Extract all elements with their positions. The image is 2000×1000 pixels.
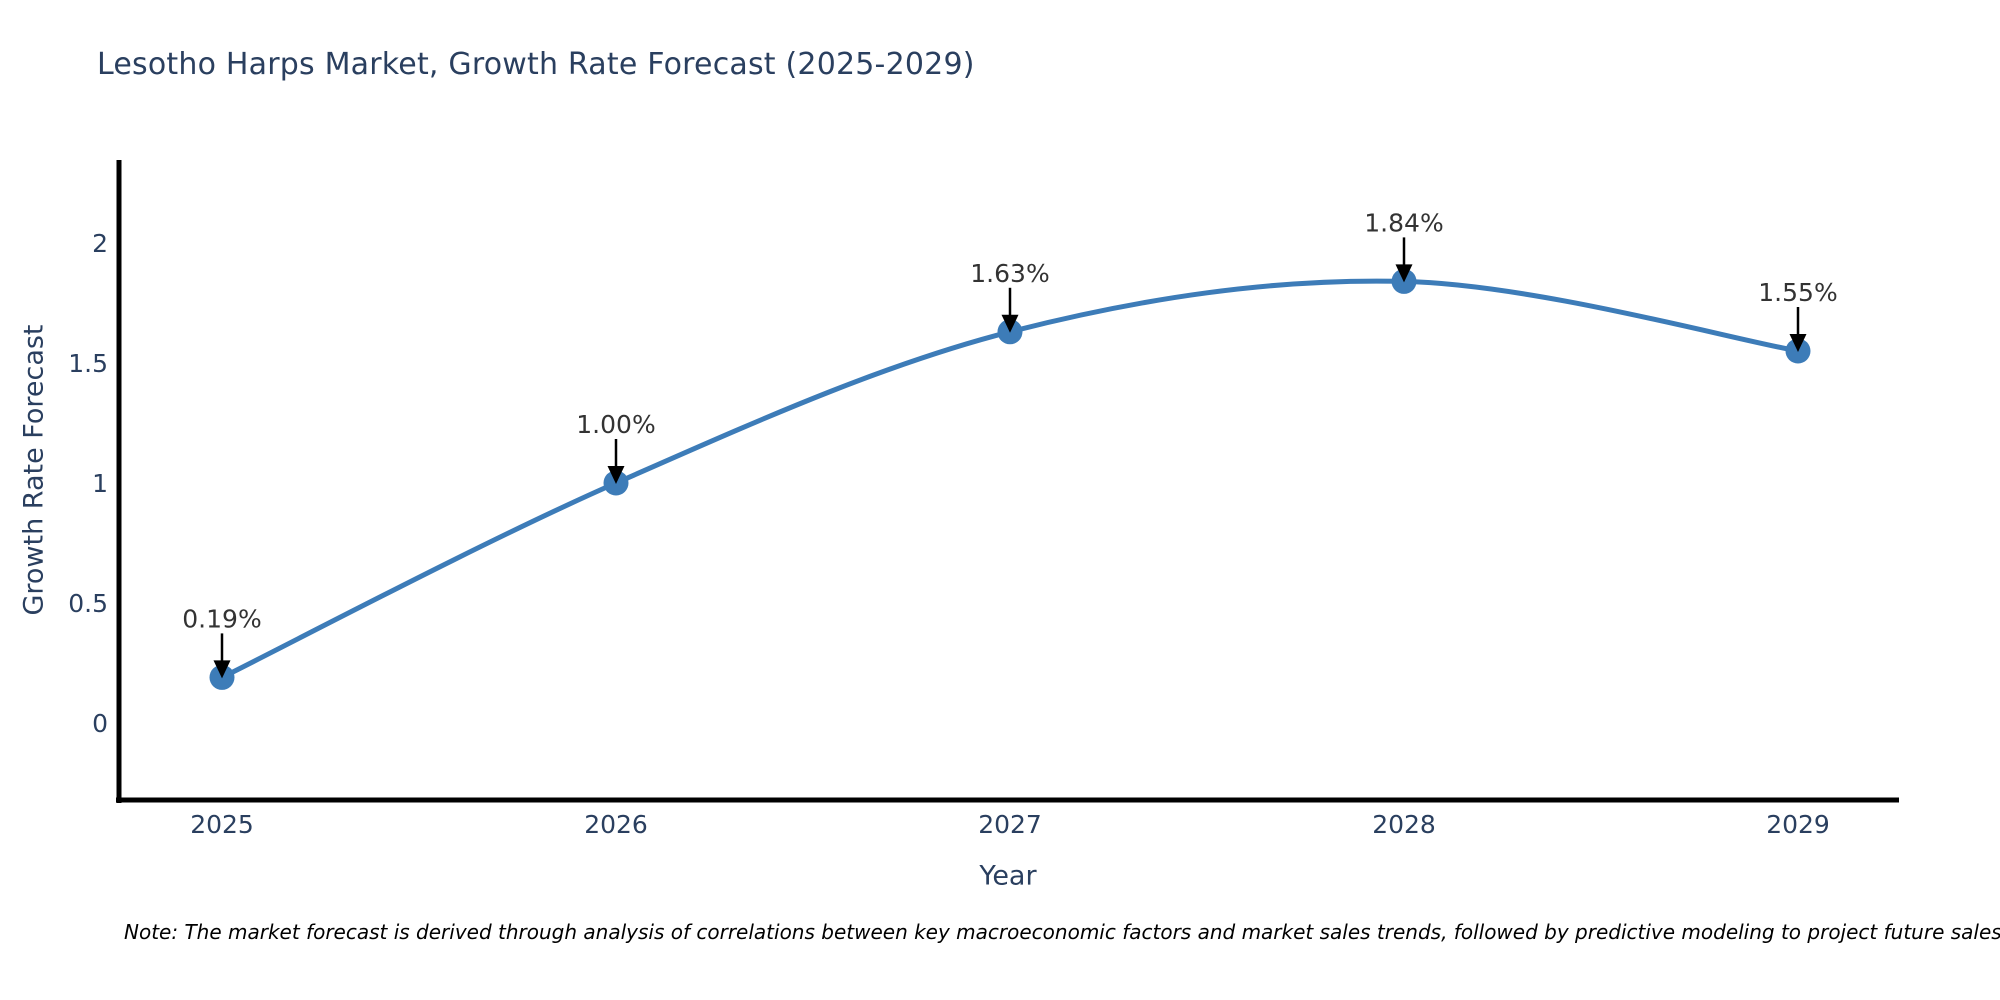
x-tick-label: 2027 [978, 810, 1042, 839]
footnote: Note: The market forecast is derived thr… [124, 920, 2000, 944]
annotation-arrowhead-icon [1789, 334, 1807, 352]
x-tick-label: 2029 [1766, 810, 1830, 839]
annotation-arrowhead-icon [607, 466, 625, 484]
y-tick-label: 0.5 [68, 589, 108, 618]
data-point-label: 1.84% [1364, 208, 1443, 237]
annotation-arrowhead-icon [1001, 314, 1019, 333]
chart-title: Lesotho Harps Market, Growth Rate Foreca… [97, 47, 975, 82]
data-point-label: 1.00% [576, 410, 655, 439]
x-tick-label: 2026 [584, 810, 648, 839]
data-point-label: 0.19% [182, 604, 261, 633]
y-tick-label: 2 [92, 229, 108, 258]
x-axis-title: Year [979, 860, 1037, 892]
data-point-label: 1.55% [1758, 278, 1837, 307]
y-tick-label: 0 [92, 709, 108, 738]
y-tick-label: 1 [92, 469, 108, 498]
annotation-arrowhead-icon [1395, 264, 1413, 283]
x-tick-label: 2028 [1372, 810, 1436, 839]
y-axis-title: Growth Rate Forecast [18, 324, 50, 616]
y-tick-label: 1.5 [68, 349, 108, 378]
annotation-arrowhead-icon [213, 660, 231, 679]
data-point-label: 1.63% [970, 259, 1049, 288]
x-tick-label: 2025 [190, 810, 254, 839]
